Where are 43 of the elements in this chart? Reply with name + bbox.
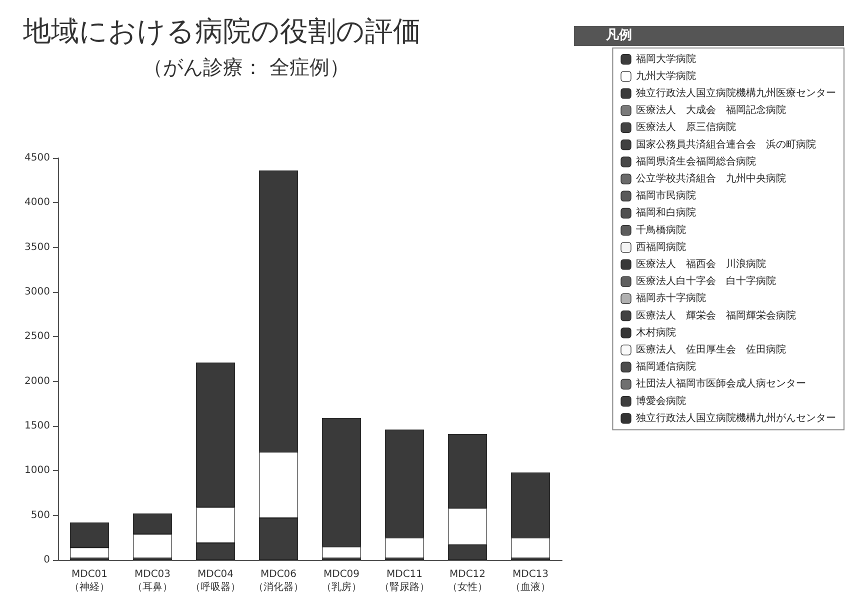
x-tick-label: MDC11 （腎尿路） <box>380 569 430 593</box>
legend-label: 福岡大学病院 <box>636 52 696 65</box>
legend-label: 独立行政法人国立病院機構九州がんセンター <box>636 412 836 424</box>
legend-label: 千鳥橋病院 <box>636 224 686 236</box>
legend-label: 医療法人 輝栄会 福岡輝栄会病院 <box>636 309 796 322</box>
y-tick-label: 3500 <box>24 242 50 253</box>
legend-label: 医療法人 福西会 川浪病院 <box>636 258 766 270</box>
legend-label: 医療法人 大成会 福岡記念病院 <box>636 104 786 116</box>
legend-label: 医療法人 原三信病院 <box>636 121 736 134</box>
legend-label: 福岡市民病院 <box>636 190 696 202</box>
legend-label: 福岡和白病院 <box>636 206 696 219</box>
x-tick-label: MDC06 （消化器） <box>254 569 304 593</box>
y-tick-label: 4500 <box>24 152 50 164</box>
legend-label: 社団法人福岡市医師会成人病センター <box>636 378 806 390</box>
chart-title: 地域における病院の役割の評価 <box>22 14 421 48</box>
x-tick-label: MDC12 （女性） <box>448 569 488 593</box>
y-tick-label: 2000 <box>24 376 50 387</box>
y-tick-label: 4000 <box>24 197 50 208</box>
legend-label: 福岡赤十字病院 <box>636 292 706 304</box>
legend-label: 博愛会病院 <box>636 394 686 407</box>
x-tick-label: MDC01 （神経） <box>70 569 110 593</box>
x-tick-label: MDC04 （呼吸器） <box>190 569 240 593</box>
legend-title: 凡例 <box>605 28 632 43</box>
legend-label: 福岡逓信病院 <box>636 360 696 373</box>
x-tick-label: MDC03 （耳鼻） <box>132 569 172 593</box>
y-tick-label: 1500 <box>24 420 50 432</box>
legend-label: 公立学校共済組合 九州中央病院 <box>636 172 786 184</box>
x-tick-label: MDC09 （乳房） <box>322 569 362 593</box>
x-tick-label: MDC13 （血液） <box>510 569 550 593</box>
y-tick-label: 3000 <box>24 286 50 298</box>
y-tick-label: 500 <box>30 510 50 521</box>
legend-label: 独立行政法人国立病院機構九州医療センター <box>636 87 836 99</box>
legend-label: 木村病院 <box>636 326 676 338</box>
y-tick-label: 0 <box>44 554 50 566</box>
legend-label: 福岡県済生会福岡総合病院 <box>636 155 756 168</box>
y-tick-label: 2500 <box>24 331 50 342</box>
legend-label: 国家公務員共済組合連合会 浜の町病院 <box>636 138 816 150</box>
legend-label: 医療法人 佐田厚生会 佐田病院 <box>636 344 786 356</box>
legend-label: 西福岡病院 <box>636 240 686 253</box>
y-tick-label: 1000 <box>24 465 50 476</box>
legend-label: 医療法人白十字会 白十字病院 <box>636 275 776 288</box>
legend-label: 九州大学病院 <box>636 70 696 82</box>
chart-subtitle: （がん診療： 全症例） <box>143 55 350 79</box>
